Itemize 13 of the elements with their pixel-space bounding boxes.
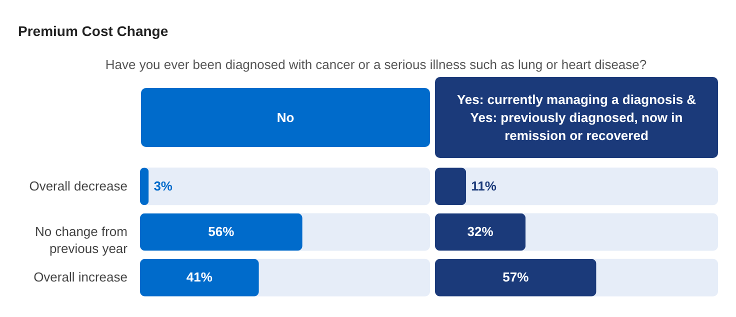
data-label: 3%	[154, 178, 173, 194]
data-label: 56%	[208, 224, 235, 239]
data-label: 57%	[502, 270, 530, 285]
chart-title: Premium Cost Change	[18, 23, 168, 39]
chart-subtitle: Have you ever been diagnosed with cancer or a serious illness such as lung or heart disease?	[104, 57, 648, 72]
y-tick-label: Overall increase	[34, 270, 128, 285]
x-axis-title: No	[141, 88, 430, 147]
y-tick-label: No change from previous year	[35, 224, 128, 256]
data-label: 32%	[467, 224, 494, 239]
data-label: 11%	[471, 178, 497, 194]
x-axis-title: Yes: currently managing a diagnosis & Yes: previously diagnosed, now in remission or recovered	[435, 77, 718, 158]
y-tick-label: Overall decrease	[29, 178, 128, 194]
data-label: 41%	[186, 270, 213, 285]
